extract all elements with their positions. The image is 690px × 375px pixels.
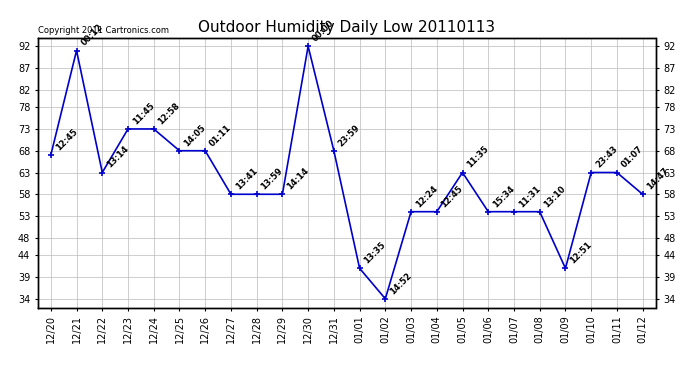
- Text: 12:24: 12:24: [414, 183, 440, 209]
- Text: 14:05: 14:05: [182, 123, 208, 148]
- Text: 13:41: 13:41: [234, 166, 259, 192]
- Text: 13:59: 13:59: [259, 166, 285, 192]
- Text: 00:00: 00:00: [311, 18, 336, 44]
- Text: 12:58: 12:58: [157, 101, 181, 126]
- Text: 11:45: 11:45: [131, 101, 156, 126]
- Text: 12:51: 12:51: [569, 240, 593, 266]
- Text: Copyright 2011 Cartronics.com: Copyright 2011 Cartronics.com: [38, 26, 169, 35]
- Text: 13:10: 13:10: [542, 184, 568, 209]
- Text: 14:52: 14:52: [388, 271, 413, 296]
- Text: 23:43: 23:43: [594, 144, 619, 170]
- Text: 13:14: 13:14: [105, 144, 130, 170]
- Text: 12:45: 12:45: [54, 127, 79, 152]
- Text: 14:14: 14:14: [285, 166, 310, 192]
- Text: 15:34: 15:34: [491, 184, 516, 209]
- Text: 11:31: 11:31: [517, 184, 542, 209]
- Text: 11:35: 11:35: [465, 144, 491, 170]
- Text: 01:11: 01:11: [208, 123, 233, 148]
- Text: 12:45: 12:45: [440, 183, 465, 209]
- Text: 01:07: 01:07: [620, 145, 644, 170]
- Title: Outdoor Humidity Daily Low 20110113: Outdoor Humidity Daily Low 20110113: [198, 20, 495, 35]
- Text: 14:47: 14:47: [645, 166, 671, 192]
- Text: 13:35: 13:35: [362, 240, 388, 266]
- Text: 00:12: 00:12: [79, 22, 104, 48]
- Text: 23:59: 23:59: [337, 123, 362, 148]
